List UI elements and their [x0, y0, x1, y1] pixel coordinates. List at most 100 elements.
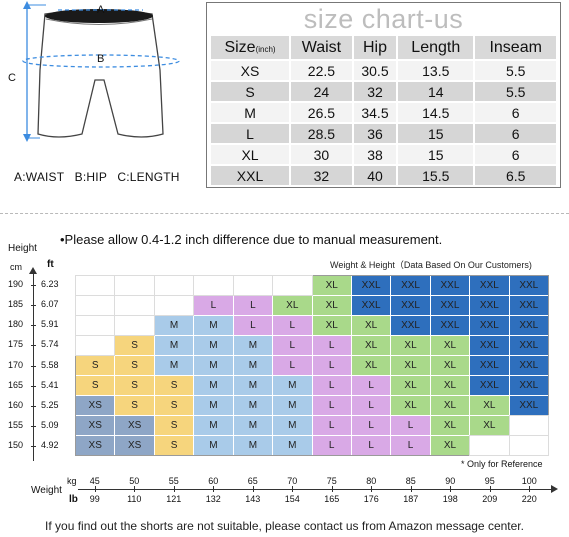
- grid-cell: XL: [351, 336, 391, 355]
- weight-kg-label: 75: [326, 476, 337, 486]
- grid-cell-empty: [508, 435, 550, 456]
- grid-cell: XXL: [391, 316, 430, 335]
- measure-cell: 38: [352, 144, 399, 166]
- weight-tick: [213, 486, 215, 492]
- weight-tick: [331, 486, 333, 492]
- weight-tick: [252, 486, 254, 492]
- grid-cell-empty: [74, 335, 116, 356]
- grid-cell: XL: [430, 416, 470, 435]
- size-row: XS 22.5 30.5 13.5 5.5: [211, 60, 558, 82]
- grid-cell: L: [351, 416, 391, 435]
- grid-cell: L: [273, 356, 312, 375]
- size-cell: M: [211, 102, 292, 124]
- measure-cell: 14: [397, 81, 476, 103]
- weight-tick: [410, 486, 412, 492]
- grid-cell: M: [233, 376, 273, 395]
- grid-cell: L: [312, 336, 351, 355]
- grid-cell: XS: [76, 416, 115, 435]
- height-cm-label: 165: [8, 379, 24, 390]
- lb-unit-label: lb: [69, 494, 78, 505]
- grid-cell: M: [233, 336, 273, 355]
- height-ft-label: 5.74: [41, 339, 59, 350]
- weight-lb-label: 143: [245, 494, 261, 504]
- weight-kg-label: 85: [405, 476, 416, 486]
- measure-cell: 14.5: [397, 102, 476, 124]
- height-tick: [31, 445, 36, 447]
- grid-cell: M: [273, 396, 312, 415]
- grid-cell: M: [273, 376, 312, 395]
- header-size: Size(inch): [211, 36, 292, 61]
- grid-cell: XL: [351, 316, 391, 335]
- weight-tick: [489, 486, 491, 492]
- size-row: L 28.5 36 15 6: [211, 123, 558, 145]
- height-tick: [31, 405, 36, 407]
- grid-cell: XXL: [509, 316, 548, 335]
- height-cm-label: 150: [8, 439, 24, 450]
- grid-cell: XXL: [470, 336, 509, 355]
- grid-cell: L: [273, 316, 312, 335]
- reference-note: * Only for Reference: [461, 459, 543, 469]
- size-table-header: Size(inch) Waist Hip Length Inseam: [211, 36, 558, 61]
- grid-cell: S: [115, 396, 154, 415]
- grid-cell: S: [115, 376, 154, 395]
- size-row: XXL 32 40 15.5 6.5: [211, 165, 558, 187]
- measure-cell: 5.5: [474, 60, 558, 82]
- grid-cell: XXL: [470, 356, 509, 375]
- grid-cell-empty: [508, 415, 550, 436]
- weight-tick: [134, 486, 136, 492]
- height-cm-label: 185: [8, 299, 24, 310]
- height-ft-label: 5.91: [41, 319, 59, 330]
- grid-cell-empty: [114, 295, 155, 316]
- grid-cell: XXL: [430, 276, 470, 295]
- grid-cell: M: [154, 356, 194, 375]
- height-cm-label: 170: [8, 359, 24, 370]
- height-ft-label: 5.09: [41, 419, 59, 430]
- grid-cell: M: [233, 396, 273, 415]
- grid-cell: L: [233, 316, 273, 335]
- height-axis-label: Height: [8, 243, 37, 254]
- grid-cell: XL: [391, 396, 430, 415]
- measure-cell: 30: [290, 144, 354, 166]
- label-c: C: [8, 72, 16, 84]
- header-hip: Hip: [352, 36, 399, 61]
- height-cm-label: 175: [8, 339, 24, 350]
- height-ft-label: 4.92: [41, 439, 59, 450]
- measure-cell: 6: [474, 144, 558, 166]
- height-tick: [31, 365, 36, 367]
- weight-lb-label: 121: [166, 494, 182, 504]
- cm-unit-label: cm: [10, 262, 22, 272]
- grid-cell: M: [154, 316, 194, 335]
- grid-cell: XS: [76, 396, 115, 415]
- size-cell: S: [211, 81, 292, 103]
- grid-cell: XXL: [470, 316, 509, 335]
- weight-kg-label: 65: [247, 476, 258, 486]
- weight-kg-label: 50: [129, 476, 140, 486]
- grid-cell: XXL: [430, 316, 470, 335]
- grid-cell: XXL: [509, 356, 548, 375]
- grid-caption: Weight & Height（Data Based On Our Custom…: [330, 260, 532, 270]
- grid-cell: L: [312, 356, 351, 375]
- grid-cell: M: [194, 316, 233, 335]
- weight-lb-label: 99: [89, 494, 100, 504]
- weight-lb-label: 209: [482, 494, 498, 504]
- measurement-note: •Please allow 0.4-1.2 inch difference du…: [60, 232, 443, 247]
- section-divider: [0, 213, 569, 214]
- grid-cell: XS: [76, 436, 115, 455]
- grid-cell: M: [273, 416, 312, 435]
- height-cm-label: 190: [8, 279, 24, 290]
- measure-cell: 32: [352, 81, 399, 103]
- weight-lb-label: 198: [442, 494, 458, 504]
- grid-cell: XL: [351, 356, 391, 375]
- grid-cell: S: [76, 356, 115, 375]
- grid-cell: XXL: [509, 296, 548, 315]
- grid-cell: L: [391, 436, 430, 455]
- grid-cell-empty: [74, 315, 116, 336]
- measure-cell: 22.5: [290, 60, 354, 82]
- grid-cell: M: [194, 396, 233, 415]
- height-ft-label: 6.23: [41, 279, 59, 290]
- grid-cell-empty: [153, 295, 195, 316]
- grid-cell: S: [115, 356, 154, 375]
- weight-kg-label: 100: [521, 476, 537, 486]
- height-tick: [31, 425, 36, 427]
- measure-cell: 15.5: [397, 165, 476, 187]
